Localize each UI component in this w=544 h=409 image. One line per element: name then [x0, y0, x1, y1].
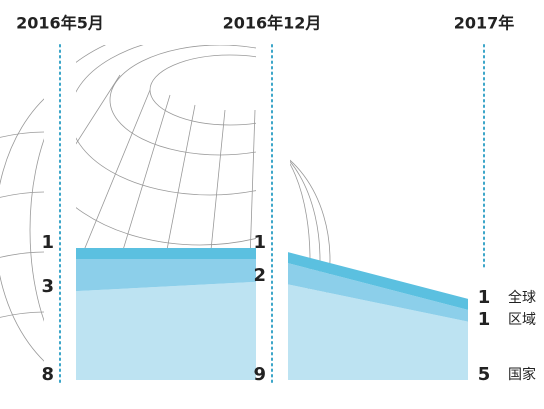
value-label: 2	[253, 265, 266, 286]
series-label: 国家	[508, 366, 536, 383]
value-label: 3	[41, 276, 54, 297]
period-label: 2016年12月	[223, 14, 322, 33]
value-label: 1	[41, 232, 54, 253]
value-label: 5	[478, 364, 491, 385]
area-band	[76, 281, 256, 380]
value-label: 1	[253, 232, 266, 253]
value-label: 1	[478, 309, 491, 330]
value-label: 1	[478, 287, 491, 308]
period-label: 2017年	[454, 14, 515, 33]
globe-left	[0, 98, 44, 362]
value-label: 8	[41, 364, 54, 385]
area-band	[288, 263, 468, 322]
value-label: 9	[253, 364, 266, 385]
globe-center	[76, 45, 256, 255]
period-label: 2016年5月	[16, 14, 104, 33]
area-band	[288, 252, 468, 310]
series-label: 全球	[508, 289, 536, 306]
area-band	[76, 248, 256, 259]
area-band	[288, 284, 468, 380]
series-label: 区域	[508, 312, 536, 328]
area-band	[76, 259, 256, 292]
